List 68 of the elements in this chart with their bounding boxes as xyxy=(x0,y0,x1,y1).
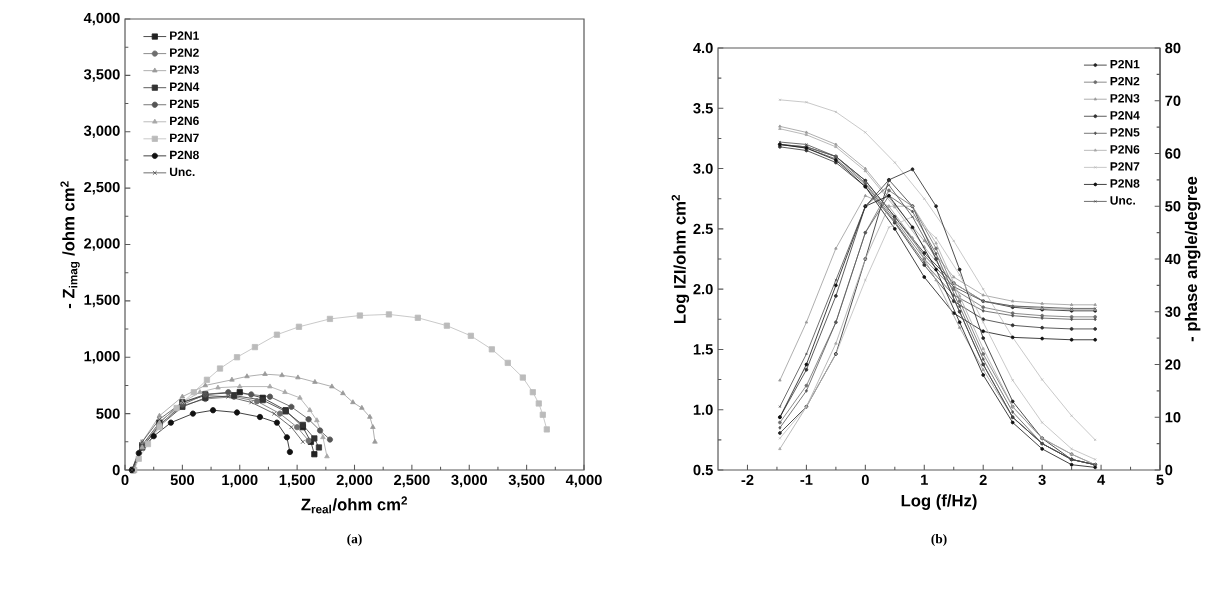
x-tick-label: 2 xyxy=(979,474,987,485)
legend-label: Unc. xyxy=(169,167,195,177)
y2-tick-label: 60 xyxy=(1165,148,1181,159)
y2-tick-label: 0 xyxy=(1165,464,1173,476)
y2-tick-label: 80 xyxy=(1165,42,1181,54)
y-tick-label: 2,500 xyxy=(84,181,120,195)
x-tick-label: 3 xyxy=(1038,474,1046,486)
x-tick-label: 3,500 xyxy=(508,474,545,488)
legend-label: P2N6 xyxy=(1110,145,1140,154)
legend-label: P2N5 xyxy=(1110,128,1140,137)
x-tick-label: 3,000 xyxy=(451,474,487,488)
text: (b) xyxy=(931,533,947,547)
legend-label: P2N1 xyxy=(170,31,199,40)
y2-tick-label: 70 xyxy=(1165,95,1181,106)
legend-label: P2N1 xyxy=(1110,59,1140,69)
y-tick-label: 3.5 xyxy=(693,103,713,114)
y-tick-label: 3,500 xyxy=(83,69,120,82)
y-tick-label: 0 xyxy=(112,464,120,476)
legend-label: P2N7 xyxy=(170,133,199,143)
y-axis-title: - Z$_{imag}$ /ohm cm$^{2}$ xyxy=(60,181,80,309)
legend-label: P2N8 xyxy=(1110,179,1140,188)
legend-label: P2N8 xyxy=(170,150,199,160)
x-tick-label: 4,000 xyxy=(565,474,602,488)
x-axis-title: Log (f/Hz) xyxy=(901,494,977,510)
y-tick-label: 2,000 xyxy=(84,238,120,251)
y2-tick-label: 20 xyxy=(1165,359,1181,370)
y-tick-label: 4.0 xyxy=(693,42,713,54)
y-tick-label: 3,000 xyxy=(83,125,120,139)
y2-tick-label: 50 xyxy=(1165,201,1181,212)
legend-label: P2N4 xyxy=(170,82,200,91)
x-tick-label: 1,500 xyxy=(279,474,315,488)
legend-label: P2N7 xyxy=(1110,162,1140,171)
y2-tick-label: 40 xyxy=(1164,253,1181,265)
text: (a) xyxy=(347,533,362,547)
x-tick-label: 0 xyxy=(861,474,869,486)
y-tick-label: 1.0 xyxy=(693,404,713,415)
x-tick-label: 4 xyxy=(1097,474,1106,485)
legend-label: P2N5 xyxy=(170,99,199,109)
legend-label: Unc. xyxy=(1110,196,1135,205)
legend-label: P2N6 xyxy=(170,116,199,126)
y-tick-label: 2.0 xyxy=(693,283,713,295)
y2-tick-label: 30 xyxy=(1165,306,1181,317)
legend-label: P2N2 xyxy=(170,48,199,57)
legend-label: P2N4 xyxy=(1110,111,1140,120)
y-axis-title: Log IZI/ohm cm$^{2}$ xyxy=(671,194,690,324)
x-tick-label: -2 xyxy=(741,474,754,485)
y-tick-label: 2.5 xyxy=(693,223,713,235)
x-tick-label: 1,000 xyxy=(222,474,258,488)
y-tick-label: 1.5 xyxy=(693,344,713,355)
y-tick-label: 1,500 xyxy=(84,294,120,308)
legend-label: P2N2 xyxy=(1110,76,1140,86)
y-tick-label: 1,000 xyxy=(84,351,120,364)
y-tick-label: 3.0 xyxy=(693,163,713,174)
x-tick-label: 5 xyxy=(1156,474,1164,485)
x-axis-title: Z$_{real}$/ohm cm$^{2}$ xyxy=(301,496,408,514)
x-tick-label: 2,500 xyxy=(394,474,430,488)
legend-label: P2N3 xyxy=(1110,94,1140,103)
x-tick-label: -1 xyxy=(800,474,813,485)
x-tick-label: 0 xyxy=(121,474,129,486)
y2-tick-label: 10 xyxy=(1165,412,1181,423)
legend-label: P2N3 xyxy=(170,65,199,74)
y-tick-label: 500 xyxy=(96,408,120,419)
x-tick-label: 1 xyxy=(921,474,928,485)
y2-axis-title: - phase angle/degree xyxy=(1184,176,1201,342)
x-tick-label: 2,000 xyxy=(336,474,373,488)
x-tick-label: 500 xyxy=(170,474,194,486)
y-tick-label: 0.5 xyxy=(693,464,713,476)
y-tick-label: 4,000 xyxy=(83,12,120,26)
